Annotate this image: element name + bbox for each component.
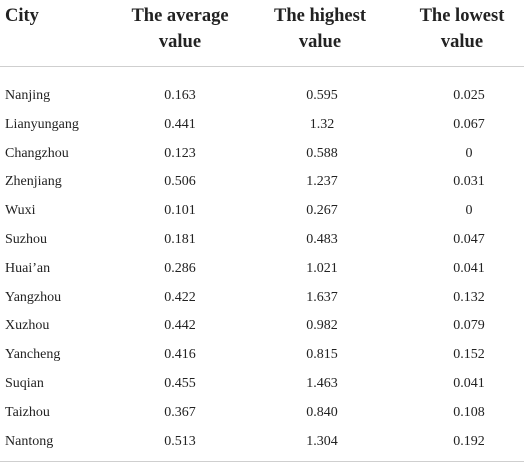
lowest-value-cell: 0.041 xyxy=(453,375,485,391)
highest-value-cell: 1.304 xyxy=(306,433,338,449)
lowest-value-cell: 0.041 xyxy=(453,260,485,276)
average-value-cell: 0.123 xyxy=(164,145,196,161)
header-highest-line-1: The highest xyxy=(273,6,366,26)
table-row: Suzhou 0.181 0.483 0.047 xyxy=(0,226,524,255)
table-row: Huai’an 0.286 1.021 0.041 xyxy=(0,255,524,284)
city-cell: Xuzhou xyxy=(5,318,50,334)
highest-value-cell: 1.463 xyxy=(306,375,338,391)
table-row: Wuxi 0.101 0.267 0 xyxy=(0,197,524,226)
table-row: Nantong 0.513 1.304 0.192 xyxy=(0,428,524,457)
city-cell: Zhenjiang xyxy=(5,174,62,190)
highest-value-cell: 0.982 xyxy=(306,318,338,334)
lowest-value-cell: 0 xyxy=(465,203,473,219)
lowest-value-cell: 0.132 xyxy=(453,289,485,305)
average-value-cell: 0.455 xyxy=(164,375,196,391)
header-highest-value: The highest value xyxy=(255,3,385,55)
highest-value-cell: 0.840 xyxy=(306,404,338,420)
header-lowest-line-2: value xyxy=(440,32,484,52)
header-average-line-1: The average xyxy=(131,6,229,26)
average-value-cell: 0.286 xyxy=(164,260,196,276)
header-city-line-1: City xyxy=(5,6,39,26)
table-row: Nanjing 0.163 0.595 0.025 xyxy=(0,82,524,111)
average-value-cell: 0.441 xyxy=(164,116,196,132)
header-lowest-line-1: The lowest xyxy=(419,6,505,26)
header-average-value: The average value xyxy=(115,3,245,55)
average-value-cell: 0.101 xyxy=(164,203,196,219)
table-row: Yancheng 0.416 0.815 0.152 xyxy=(0,341,524,370)
table-row: Taizhou 0.367 0.840 0.108 xyxy=(0,399,524,428)
average-value-cell: 0.181 xyxy=(164,231,196,247)
table-body: Nanjing 0.163 0.595 0.025 Lianyungang 0.… xyxy=(0,67,524,456)
city-cell: Huai’an xyxy=(5,260,51,276)
lowest-value-cell: 0.079 xyxy=(453,318,485,334)
city-cell: Changzhou xyxy=(5,145,69,161)
table-row: Zhenjiang 0.506 1.237 0.031 xyxy=(0,168,524,197)
average-value-cell: 0.163 xyxy=(164,88,196,103)
highest-value-cell: 0.267 xyxy=(306,203,338,219)
table-row: Lianyungang 0.441 1.32 0.067 xyxy=(0,111,524,140)
city-cell: Yangzhou xyxy=(5,289,62,305)
header-average-line-2: value xyxy=(158,32,202,52)
average-value-cell: 0.416 xyxy=(164,347,196,363)
city-cell: Suqian xyxy=(5,375,44,391)
city-cell: Taizhou xyxy=(5,404,50,420)
lowest-value-cell: 0.025 xyxy=(453,88,485,103)
table-bottom-rule xyxy=(0,461,524,462)
table-row: Suqian 0.455 1.463 0.041 xyxy=(0,370,524,399)
lowest-value-cell: 0.192 xyxy=(453,433,485,449)
city-cell: Wuxi xyxy=(5,203,36,219)
average-value-cell: 0.506 xyxy=(164,174,196,190)
average-value-cell: 0.513 xyxy=(164,433,196,449)
highest-value-cell: 1.637 xyxy=(306,289,338,305)
lowest-value-cell: 0.108 xyxy=(453,404,485,420)
header-highest-line-2: value xyxy=(298,32,342,52)
highest-value-cell: 0.815 xyxy=(306,347,338,363)
highest-value-cell: 1.237 xyxy=(306,174,338,190)
data-table: City The average value The highest value… xyxy=(0,0,524,456)
city-cell: Nanjing xyxy=(5,88,51,103)
table-row: Xuzhou 0.442 0.982 0.079 xyxy=(0,312,524,341)
city-cell: Lianyungang xyxy=(5,116,79,132)
city-cell: Nantong xyxy=(5,433,54,449)
lowest-value-cell: 0.047 xyxy=(453,231,485,247)
lowest-value-cell: 0 xyxy=(465,145,473,161)
highest-value-cell: 0.595 xyxy=(306,88,338,103)
highest-value-cell: 0.483 xyxy=(306,231,338,247)
average-value-cell: 0.442 xyxy=(164,318,196,334)
lowest-value-cell: 0.067 xyxy=(453,116,485,132)
lowest-value-cell: 0.152 xyxy=(453,347,485,363)
table-row: Changzhou 0.123 0.588 0 xyxy=(0,140,524,169)
city-cell: Yancheng xyxy=(5,347,61,363)
header-city: City xyxy=(5,3,115,29)
average-value-cell: 0.367 xyxy=(164,404,196,420)
highest-value-cell: 1.021 xyxy=(306,260,338,276)
highest-value-cell: 1.32 xyxy=(309,116,335,132)
highest-value-cell: 0.588 xyxy=(306,145,338,161)
lowest-value-cell: 0.031 xyxy=(453,174,485,190)
city-cell: Suzhou xyxy=(5,231,47,247)
table-header: City The average value The highest value… xyxy=(0,0,524,67)
table-row: Yangzhou 0.422 1.637 0.132 xyxy=(0,284,524,313)
average-value-cell: 0.422 xyxy=(164,289,196,305)
header-lowest-value: The lowest value xyxy=(400,3,524,55)
